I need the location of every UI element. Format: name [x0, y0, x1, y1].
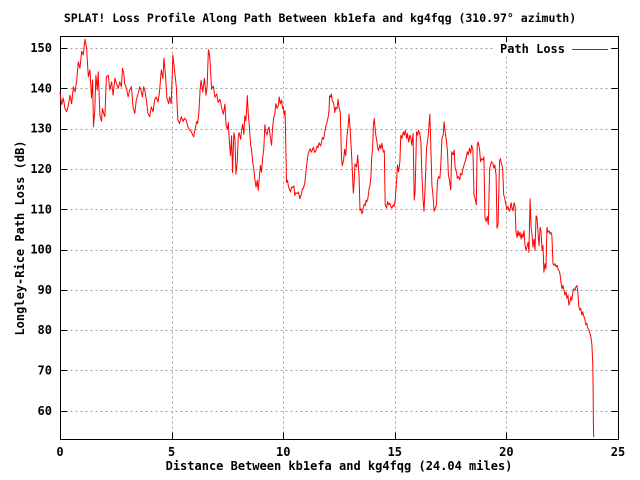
legend-label: Path Loss [499, 42, 565, 56]
y-tick-label: 110 [30, 202, 52, 216]
y-tick-label: 120 [30, 162, 52, 176]
x-tick-label: 15 [388, 445, 402, 459]
y-tick-label: 80 [38, 323, 52, 337]
y-tick-label: 130 [30, 122, 52, 136]
legend-line-sample [572, 48, 608, 50]
y-tick-label: 70 [38, 363, 52, 377]
chart-title: SPLAT! Loss Profile Along Path Between k… [63, 11, 577, 25]
plot-border [60, 36, 619, 440]
x-axis-title: Distance Between kb1efa and kg4fqg (24.0… [165, 459, 513, 473]
x-tick-label: 20 [499, 445, 513, 459]
y-axis-title: Longley-Rice Path Loss (dB) [13, 140, 27, 336]
legend: Path Loss [493, 42, 608, 56]
x-tick-label: 25 [611, 445, 625, 459]
x-tick-label: 0 [56, 445, 63, 459]
x-tick-label: 10 [276, 445, 290, 459]
y-tick-label: 140 [30, 81, 52, 95]
y-tick-label: 90 [38, 283, 52, 297]
x-tick-label: 5 [168, 445, 175, 459]
y-tick-label: 60 [38, 404, 52, 418]
path-loss-curve [59, 38, 595, 438]
y-tick-label: 150 [30, 41, 52, 55]
y-tick-label: 100 [30, 243, 52, 257]
